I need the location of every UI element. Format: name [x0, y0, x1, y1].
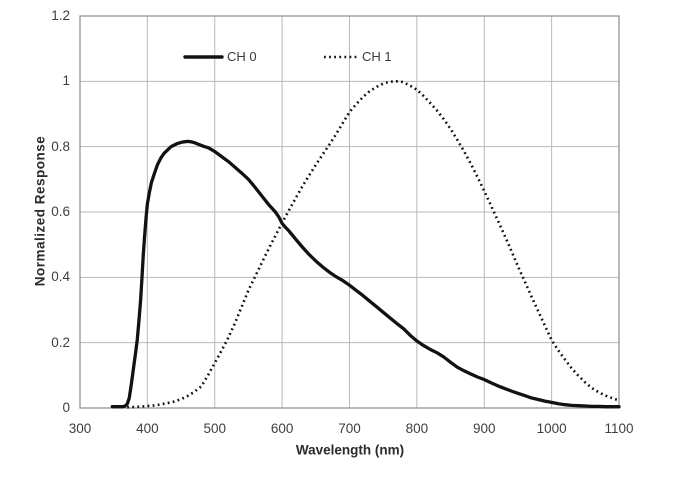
- x-tick-label: 600: [270, 421, 294, 436]
- x-axis-title: Wavelength (nm): [295, 442, 405, 458]
- y-tick-label: 0.2: [51, 334, 70, 350]
- curve-ch0: [110, 139, 621, 409]
- x-tick-label: 800: [405, 421, 429, 436]
- y-tick-label: 0: [62, 400, 70, 415]
- y-axis-title: Normalized Response: [32, 135, 48, 287]
- y-tick-label: 0.8: [51, 138, 70, 154]
- x-tick-label: 400: [136, 421, 159, 436]
- x-tick-label: 1000: [536, 421, 567, 436]
- x-tick-label: 700: [338, 421, 361, 436]
- x-tick-label: 1100: [604, 421, 634, 436]
- x-tick-label: 300: [68, 421, 92, 436]
- y-tick-label: 1.2: [51, 8, 70, 23]
- x-tick-label: 500: [203, 421, 227, 436]
- y-tick-label: 0.6: [51, 204, 70, 219]
- legend-label-ch1: CH 1: [362, 49, 392, 65]
- legend-label-ch0: CH 0: [227, 49, 257, 65]
- plot-border: [79, 15, 620, 409]
- curve-ch1: [127, 80, 620, 409]
- x-tick-label: 900: [472, 421, 496, 436]
- y-tick-label: 0.4: [51, 269, 70, 285]
- y-tick-label: 1: [62, 73, 70, 89]
